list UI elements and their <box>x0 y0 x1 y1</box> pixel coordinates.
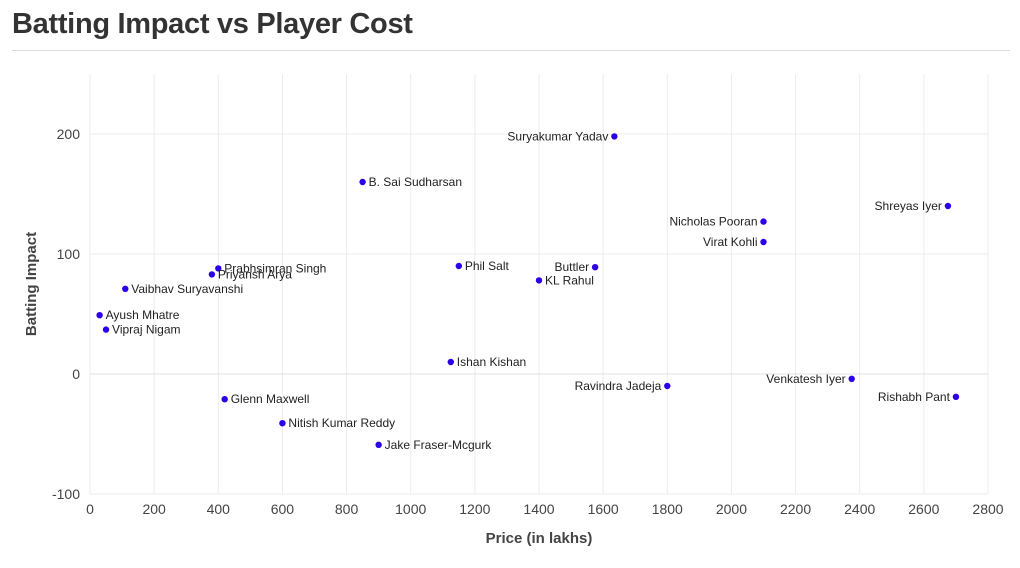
data-points <box>96 133 960 448</box>
data-point <box>359 178 366 186</box>
x-tick-label: 2800 <box>972 501 1003 517</box>
y-tick-label: 200 <box>57 126 81 142</box>
x-tick-label: 2200 <box>780 501 811 517</box>
data-point <box>208 271 216 278</box>
point-label: Ishan Kishan <box>457 355 526 369</box>
x-tick-label: 1800 <box>652 501 683 517</box>
data-point <box>102 326 110 333</box>
data-point <box>96 312 103 319</box>
point-label: Venkatesh Iyer <box>766 372 845 386</box>
point-label: KL Rahul <box>545 273 594 287</box>
data-point <box>848 375 855 382</box>
data-point <box>122 285 129 292</box>
data-point <box>215 265 222 272</box>
data-point <box>664 382 671 390</box>
point-label: Vipraj Nigam <box>112 323 180 337</box>
point-label: Ayush Mhatre <box>106 308 180 322</box>
x-tick-label: 2000 <box>716 501 747 517</box>
data-point <box>375 441 382 448</box>
point-label: Jake Fraser-Mcgurk <box>385 438 493 452</box>
data-point <box>447 358 455 366</box>
x-axis-ticks: 0 200 400 600 800 1000 1200 1400 1600 1800 2000 220… <box>86 501 1004 517</box>
y-tick-label: -100 <box>52 486 80 502</box>
point-label: Vaibhav Suryavanshi <box>131 282 243 296</box>
x-tick-label: 800 <box>335 501 359 517</box>
x-tick-label: 400 <box>207 501 231 517</box>
y-tick-label: 0 <box>72 366 80 382</box>
point-label: Nicholas Pooran <box>669 215 757 229</box>
data-point <box>944 202 952 210</box>
point-label: Suryakumar Yadav <box>507 129 608 143</box>
chart-title: Batting Impact vs Player Cost <box>12 8 413 40</box>
data-point <box>279 420 286 427</box>
point-label: Buttler <box>554 260 589 274</box>
point-label: Priyansh Arya <box>218 267 292 281</box>
data-point <box>760 238 767 246</box>
data-point <box>760 218 767 225</box>
grid-lines <box>89 74 989 495</box>
x-tick-label: 2400 <box>844 501 875 517</box>
point-label: Shreyas Iyer <box>875 199 942 213</box>
y-tick-label: 100 <box>57 246 81 262</box>
data-point <box>611 133 618 140</box>
data-point <box>952 393 960 400</box>
point-label: Rishabh Pant <box>878 390 951 404</box>
x-tick-label: 1200 <box>459 501 490 517</box>
point-label: B. Sai Sudharsan <box>369 175 462 189</box>
x-axis-title: Price (in lakhs) <box>486 530 593 547</box>
x-tick-label: 1400 <box>523 501 554 517</box>
data-point <box>221 396 228 403</box>
x-tick-label: 0 <box>86 501 94 517</box>
data-point <box>455 262 463 270</box>
x-tick-label: 2600 <box>908 501 939 517</box>
point-labels: Suryakumar Yadav B. Sai Sudharsan Shreyas … <box>106 129 951 451</box>
y-axis-ticks: -100 0 100 200 <box>52 126 80 502</box>
data-point <box>591 264 599 271</box>
data-point <box>535 277 543 284</box>
point-label: Prabhsimran Singh <box>224 261 326 275</box>
x-tick-label: 200 <box>142 501 166 517</box>
point-label: Phil Salt <box>465 259 510 273</box>
point-label: Nitish Kumar Reddy <box>288 416 395 430</box>
x-tick-label: 600 <box>271 501 295 517</box>
point-label: Ravindra Jadeja <box>575 379 662 393</box>
point-label: Virat Kohli <box>703 235 757 249</box>
point-label: Glenn Maxwell <box>231 392 310 406</box>
x-tick-label: 1000 <box>395 501 426 517</box>
y-axis-title: Batting Impact <box>23 232 40 336</box>
title-divider <box>12 50 1010 51</box>
x-tick-label: 1600 <box>588 501 619 517</box>
